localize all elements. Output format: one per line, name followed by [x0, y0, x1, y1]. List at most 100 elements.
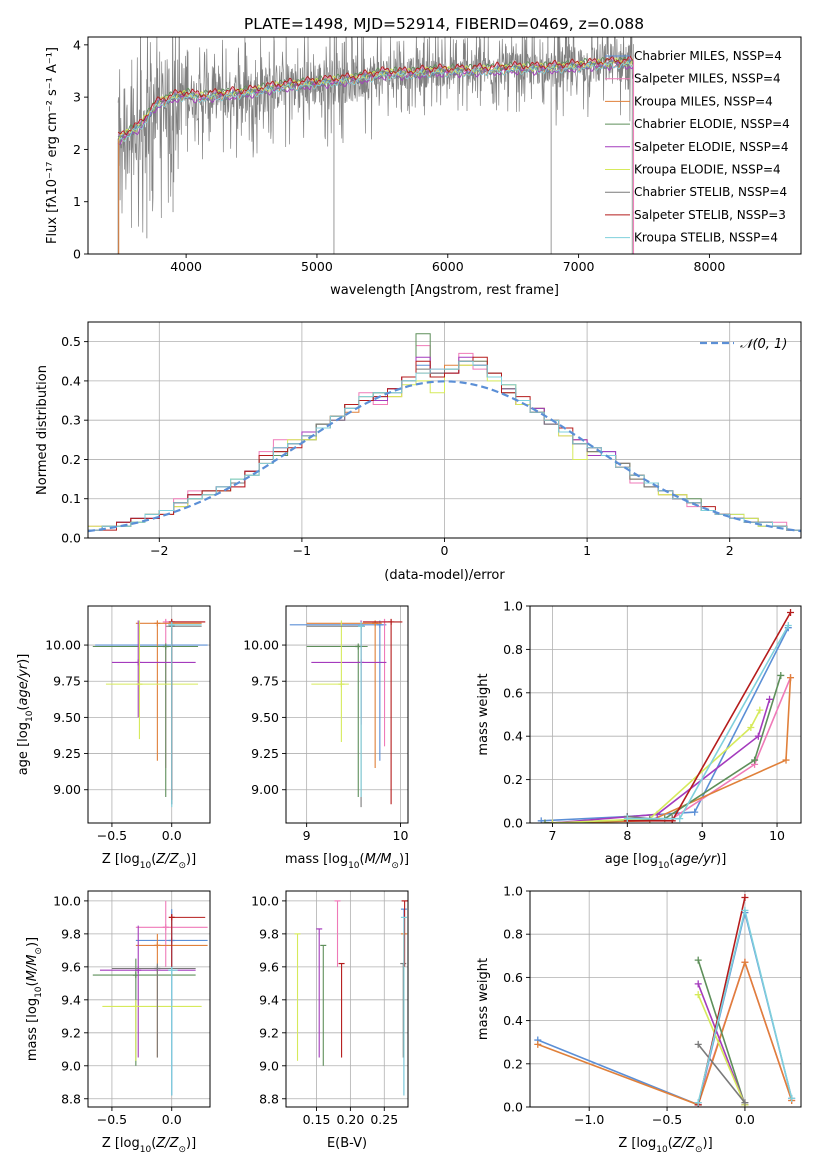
weight-marker — [741, 906, 749, 914]
y-tick-label: 9.75 — [251, 674, 279, 689]
label-part: Z/Z — [155, 852, 179, 867]
weight-line — [697, 1043, 746, 1104]
axes-frame — [529, 605, 802, 824]
point-marker — [154, 965, 161, 972]
label-part: ⊙ — [695, 1145, 703, 1155]
y-tick-label: 1.0 — [503, 599, 523, 614]
label-part: mass [log — [25, 998, 40, 1061]
y-tick-label: 0.4 — [61, 373, 81, 388]
label-part: (data-model)/error — [384, 568, 505, 583]
y-tick-label: 0.8 — [503, 927, 523, 942]
label-part: age [log — [16, 722, 31, 775]
label-part: ( — [151, 1136, 156, 1151]
y-axis-label: mass [log10(M/M⊙)] — [25, 937, 44, 1061]
label-part: 10 — [25, 710, 35, 722]
label-part: ( — [669, 852, 674, 867]
weight-marker — [782, 756, 790, 764]
y-tick-label: 0.5 — [61, 334, 81, 349]
label-part: 10 — [140, 861, 152, 871]
label-part: Z [log — [618, 1136, 656, 1151]
y-tick-label: 0.0 — [61, 531, 81, 546]
label-part: ( — [151, 852, 156, 867]
x-tick-label: 0 — [441, 543, 449, 558]
x-tick-label: 0.0 — [162, 828, 182, 843]
y-tick-label: 0.2 — [503, 1056, 523, 1071]
y-tick-label: 9.75 — [53, 674, 81, 689]
errorbar-point — [294, 933, 301, 1061]
y-tick-label: 0.8 — [503, 642, 523, 657]
y-tick-label: 10.0 — [53, 893, 81, 908]
panel-spectrum: 4000 5000 6000 7000 8000 0 1 2 3 4 wavelength [Ang… — [45, 36, 802, 298]
weight-marker — [537, 817, 545, 823]
panel-residuals: −2 −1 0 1 2 0.0 0.1 0.2 0.3 0.4 0.5 (data-model)/er… — [35, 321, 802, 583]
weight-marker — [787, 609, 795, 617]
errorbar-point — [111, 963, 196, 1058]
weight-line — [697, 994, 746, 1106]
figure-title: PLATE=1498, MJD=52914, FIBERID=0469, z=0… — [244, 15, 644, 33]
weight-marker — [788, 1094, 796, 1102]
weight-marker — [694, 980, 702, 988]
x-tick-label: −1 — [293, 543, 311, 558]
point-marker — [168, 914, 175, 921]
legend-label: 𝒩(0, 1) — [740, 337, 787, 352]
y-tick-label: 0.4 — [503, 729, 523, 744]
axes-frame — [87, 36, 802, 255]
errorbar-point — [168, 621, 202, 808]
legend-label: Kroupa STELIB, NSSP=4 — [634, 231, 778, 245]
x-tick-label: 2 — [726, 543, 734, 558]
weight-line — [697, 959, 746, 1106]
plot-area-weight-vs-age — [537, 609, 795, 823]
model-spectrum-chabrier-elodie — [117, 56, 634, 139]
weight-line — [552, 709, 761, 823]
y-tick-label: 9.0 — [259, 1058, 279, 1073]
panel-mass-vs-z: −0.5 0.08.89.09.29.49.69.810.0Z [log10(Z/… — [25, 890, 211, 1155]
weight-marker — [694, 991, 702, 999]
plot-area-mass-vs-ebv — [294, 900, 408, 1096]
plot-area-age-vs-mass — [289, 618, 403, 808]
y-tick-label: 0.6 — [503, 685, 523, 700]
errorbar-point — [338, 962, 345, 1058]
y-tick-label: 9.2 — [259, 1025, 279, 1040]
x-tick-label: 7 — [548, 828, 556, 843]
label-part: 10 — [656, 1145, 668, 1155]
point-marker — [355, 643, 362, 650]
y-tick-label: 9.25 — [53, 746, 81, 761]
x-axis-label: Z [log10(Z/Z⊙)] — [102, 1136, 196, 1155]
point-marker — [162, 924, 169, 931]
weight-marker — [754, 732, 762, 740]
errorbar-point — [289, 620, 387, 761]
x-tick-label: 7000 — [563, 259, 595, 274]
point-marker — [136, 681, 143, 688]
point-marker — [388, 618, 395, 625]
legend-label: Chabrier STELIB, NSSP=4 — [634, 185, 787, 199]
weight-marker — [676, 815, 684, 823]
panel-mass-vs-ebv: 0.15 0.20 0.25 8.8 9.0 9.2 9.4 9.6 9.8 10.0 E(B-V) — [251, 890, 409, 1151]
label-part: E(B-V) — [327, 1136, 367, 1151]
y-tick-label: 9.00 — [251, 782, 279, 797]
y-tick-label: 9.6 — [259, 959, 279, 974]
weight-marker — [691, 808, 699, 816]
x-tick-label: 1 — [583, 543, 591, 558]
x-tick-label: 5000 — [301, 259, 333, 274]
point-marker — [154, 620, 161, 627]
y-axis-label: mass weight — [476, 673, 491, 755]
y-tick-label: 0.2 — [503, 772, 523, 787]
y-tick-label: 1.0 — [503, 884, 523, 899]
label-part: 10 — [140, 1145, 152, 1155]
label-part: 10 — [658, 861, 670, 871]
weight-series-kroupa-stelib — [623, 622, 792, 823]
point-marker — [376, 621, 383, 628]
x-tick-label: 8 — [623, 828, 631, 843]
label-part: M/M — [365, 852, 392, 867]
y-axis-label: mass weight — [476, 958, 491, 1040]
y-tick-label: 0.3 — [61, 413, 81, 428]
y-tick-label: 0.4 — [503, 1013, 523, 1028]
label-part: ⊙ — [391, 861, 399, 871]
weight-marker — [766, 695, 774, 703]
label-part: Flux [fλ10⁻¹⁷ erg cm⁻² s⁻¹ A⁻¹] — [45, 47, 60, 244]
x-tick-label: 10 — [769, 828, 785, 843]
y-tick-label: 3 — [73, 90, 81, 105]
y-tick-label: 0 — [73, 247, 81, 262]
weight-marker — [534, 1040, 542, 1048]
